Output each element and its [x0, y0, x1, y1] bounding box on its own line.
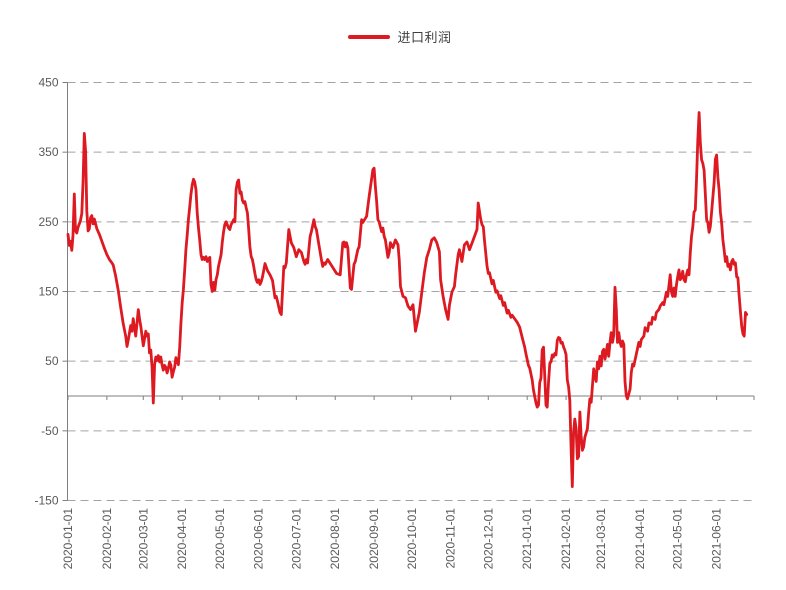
y-tick-label: 150: [38, 285, 58, 299]
x-tick-label: 2020-09-01: [367, 508, 381, 570]
x-tick-label: 2021-04-01: [633, 508, 647, 570]
x-tick-label: 2020-04-01: [175, 508, 189, 570]
y-tick-label: -150: [34, 494, 58, 508]
x-tick-label: 2020-12-01: [481, 508, 495, 570]
x-tick-label: 2020-05-01: [213, 508, 227, 570]
chart-legend: 进口利润: [0, 27, 786, 46]
y-tick-label: 450: [38, 76, 58, 90]
y-tick-label: 250: [38, 215, 58, 229]
y-tick-label: 50: [45, 354, 59, 368]
x-tick-label: 2020-10-01: [405, 508, 419, 570]
x-tick-label: 2020-02-01: [100, 508, 114, 570]
x-tick-label: 2021-01-01: [520, 508, 534, 570]
legend-line-swatch: [348, 34, 391, 39]
x-tick-label: 2020-01-01: [61, 508, 75, 570]
x-tick-label: 2020-08-01: [328, 508, 342, 570]
y-tick-label: -50: [41, 424, 59, 438]
y-tick-label: 350: [38, 145, 58, 159]
x-tick-label: 2020-03-01: [136, 508, 150, 570]
x-tick-label: 2020-06-01: [252, 508, 266, 570]
x-tick-label: 2020-11-01: [444, 508, 458, 569]
x-tick-label: 2021-02-01: [559, 508, 573, 570]
x-tick-label: 2021-03-01: [594, 508, 608, 570]
legend-series-label: 进口利润: [397, 30, 452, 45]
series-line-import-profit: [66, 111, 749, 489]
x-tick-label: 2021-05-01: [671, 508, 685, 570]
x-tick-label: 2020-07-01: [289, 508, 303, 570]
x-tick-label: 2021-06-01: [710, 508, 724, 570]
